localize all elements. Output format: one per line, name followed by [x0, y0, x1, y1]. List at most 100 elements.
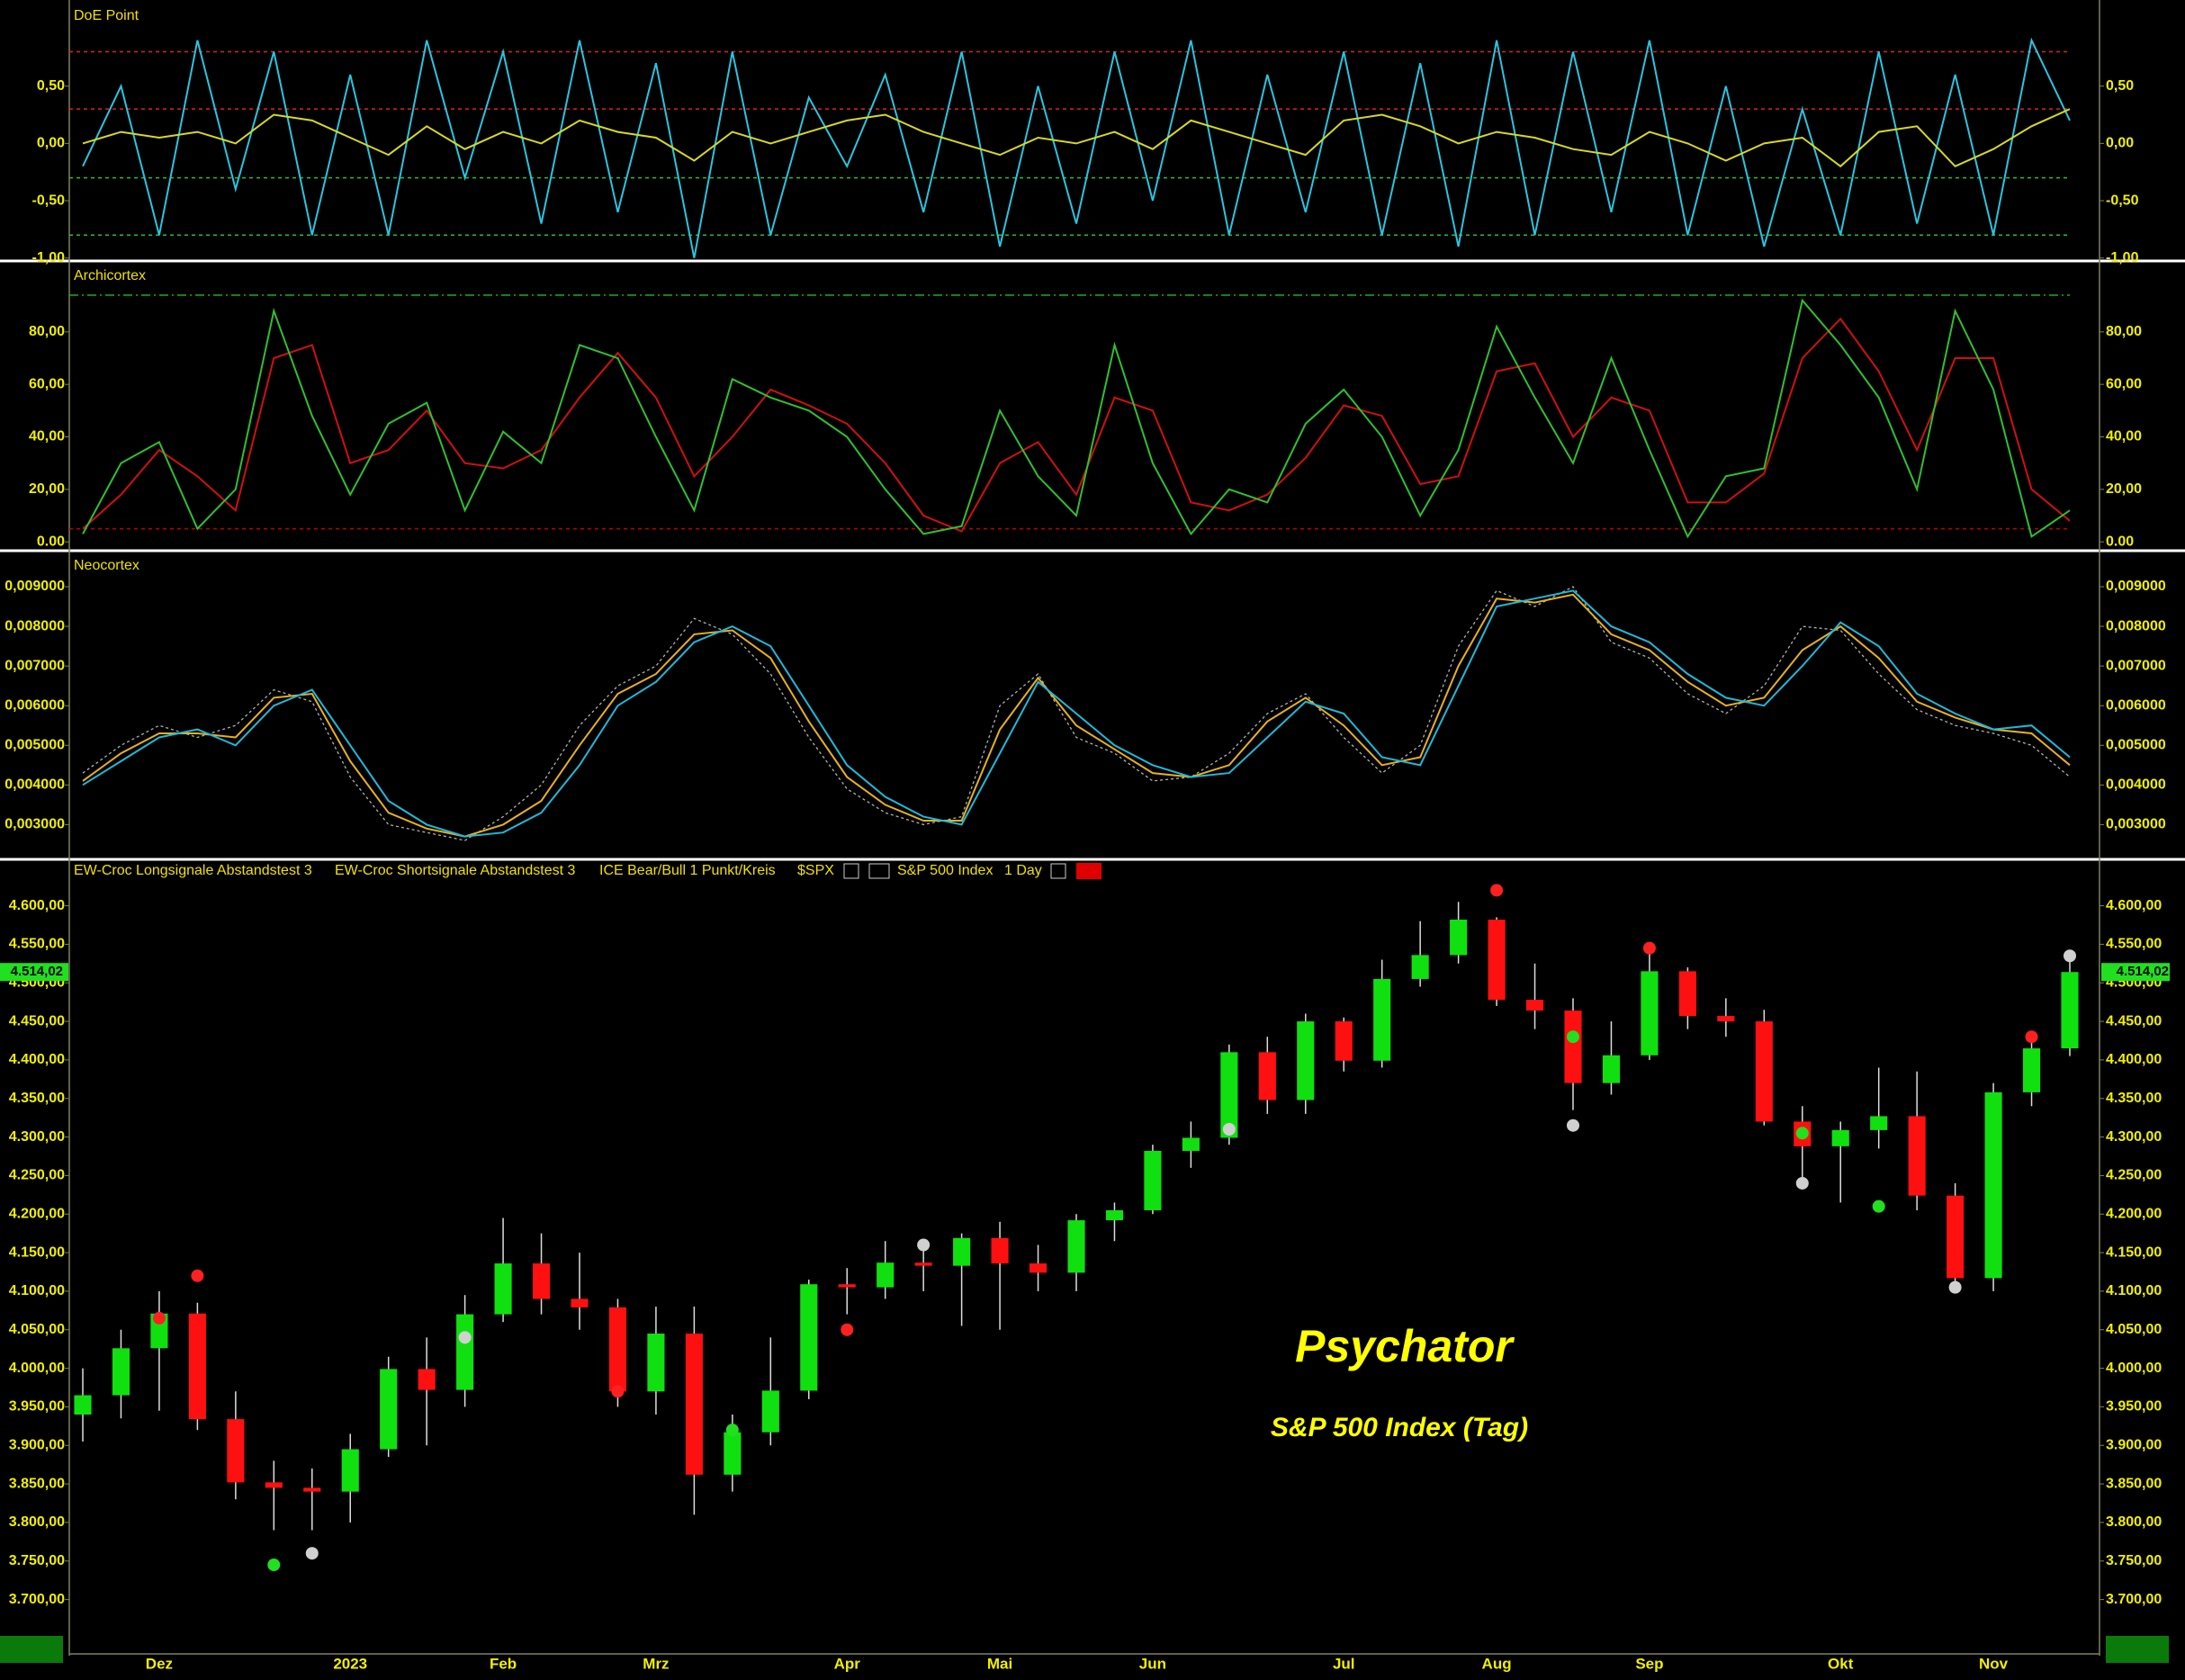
y-tick-label: 3.700,00 — [2106, 1592, 2162, 1607]
candle-body — [112, 1348, 130, 1396]
candle-body — [1182, 1137, 1200, 1151]
candle-body — [1984, 1092, 2002, 1279]
dropdown[interactable] — [843, 863, 859, 879]
signal-marker — [725, 1424, 739, 1437]
signal-marker — [611, 1385, 625, 1398]
candle-body — [1258, 1052, 1276, 1101]
signal-marker — [917, 1238, 931, 1252]
annotation: Psychator — [1295, 1321, 1515, 1371]
y-tick-label: 0,007000 — [2106, 658, 2166, 673]
y-tick-label: 0,008000 — [2106, 618, 2166, 633]
y-tick-label: 4.550,00 — [2106, 937, 2162, 952]
interval[interactable]: 1 Day — [1004, 863, 1042, 878]
candle-body — [838, 1284, 856, 1288]
indicator-line — [82, 108, 2071, 168]
y-tick-label: 0,00 — [2106, 136, 2134, 151]
y-tick-label: 0.00 — [37, 534, 65, 549]
y-tick-label: 0,008000 — [4, 618, 65, 633]
y-tick-label: 0,00 — [37, 136, 65, 151]
signal-marker — [841, 1323, 854, 1336]
candle-body — [418, 1369, 436, 1390]
candle-body — [1450, 919, 1468, 956]
signal-marker — [1795, 1127, 1809, 1140]
candle-body — [1717, 1016, 1735, 1022]
candle-body — [761, 1390, 779, 1433]
y-tick-label: 3.950,00 — [2106, 1399, 2162, 1415]
y-tick-label: 3.850,00 — [2106, 1476, 2162, 1491]
y-tick-label: 0,50 — [2106, 78, 2134, 94]
signal-marker — [2025, 1030, 2038, 1044]
y-tick-label: 0,009000 — [2106, 579, 2166, 594]
y-tick-label: 4.000,00 — [9, 1361, 65, 1376]
x-tick-label: Aug — [1482, 1655, 1512, 1672]
candle-body — [647, 1334, 665, 1392]
indicator-line — [82, 298, 2071, 539]
x-tick-label: Jun — [1139, 1655, 1166, 1672]
signal-marker — [1222, 1123, 1236, 1136]
y-tick-label: 0,003000 — [2106, 817, 2166, 832]
indicator-line — [82, 586, 2071, 841]
candle-body — [1870, 1116, 1888, 1130]
x-tick-label: Sep — [1635, 1655, 1663, 1672]
y-tick-label: 20,00 — [2106, 481, 2142, 497]
status-box — [0, 1636, 63, 1663]
y-tick-label: 4.300,00 — [9, 1129, 65, 1145]
candle-body — [74, 1395, 92, 1415]
signal-marker — [267, 1559, 281, 1572]
candle-body — [2061, 972, 2079, 1049]
y-tick-label: 3.800,00 — [9, 1514, 65, 1530]
dropdown[interactable] — [1050, 863, 1066, 879]
y-tick-label: 3.850,00 — [9, 1476, 65, 1491]
y-tick-label: 4.000,00 — [2106, 1361, 2162, 1376]
y-tick-label: 4.450,00 — [2106, 1013, 2162, 1029]
symbol[interactable]: $SPX — [797, 863, 834, 878]
legend-entry[interactable]: EW-Croc Shortsignale Abstandstest 3 — [335, 863, 575, 878]
candle-body — [1947, 1195, 1965, 1279]
y-tick-label: -0,50 — [2106, 193, 2139, 208]
candle-body — [1641, 971, 1659, 1056]
y-tick-label: 4.300,00 — [2106, 1129, 2162, 1145]
annotation: S&P 500 Index (Tag) — [1271, 1413, 1528, 1442]
candle-body — [532, 1263, 551, 1299]
signal-marker — [1795, 1176, 1809, 1190]
x-tick-label: Apr — [834, 1655, 861, 1672]
y-tick-label: 40,00 — [2106, 429, 2142, 445]
y-tick-label: 0,009000 — [4, 579, 65, 594]
y-tick-label: 4.250,00 — [2106, 1168, 2162, 1183]
status-box — [2106, 1636, 2169, 1663]
candle-body — [685, 1334, 703, 1475]
candle-body — [1297, 1021, 1315, 1101]
y-tick-label: 0,004000 — [2106, 777, 2166, 793]
candle-body — [1602, 1055, 1621, 1083]
y-tick-label: 80,00 — [2106, 324, 2142, 339]
candle-body — [724, 1432, 742, 1475]
indicator-line — [82, 589, 2071, 838]
signal-marker — [2064, 949, 2076, 963]
legend-entry[interactable]: EW-Croc Longsignale Abstandstest 3 — [74, 863, 312, 878]
last-price-badge — [2101, 963, 2170, 982]
y-tick-label: 4.100,00 — [2106, 1283, 2162, 1298]
candle-body — [877, 1262, 895, 1288]
record-button[interactable] — [1076, 863, 1101, 879]
y-tick-label: 0,003000 — [4, 817, 65, 832]
signal-marker — [152, 1311, 166, 1325]
signal-marker — [458, 1331, 472, 1344]
candle-body — [341, 1449, 359, 1492]
candle-body — [991, 1237, 1009, 1264]
dropdown[interactable] — [868, 863, 890, 879]
y-tick-label: 4.150,00 — [2106, 1244, 2162, 1260]
y-tick-label: 4.550,00 — [9, 937, 65, 952]
signal-marker — [1948, 1280, 1962, 1294]
y-tick-label: -1,00 — [32, 250, 66, 265]
signal-marker — [1872, 1199, 1885, 1213]
candle-body — [608, 1307, 627, 1392]
y-tick-label: 4.200,00 — [2106, 1206, 2162, 1221]
candle-body — [1105, 1209, 1124, 1221]
y-tick-label: 3.950,00 — [9, 1399, 65, 1415]
y-tick-label: 60,00 — [2106, 376, 2142, 391]
legend-entry[interactable]: ICE Bear/Bull 1 Punkt/Kreis — [599, 863, 776, 878]
candle-body — [1067, 1220, 1085, 1273]
candle-body — [1831, 1129, 1849, 1146]
